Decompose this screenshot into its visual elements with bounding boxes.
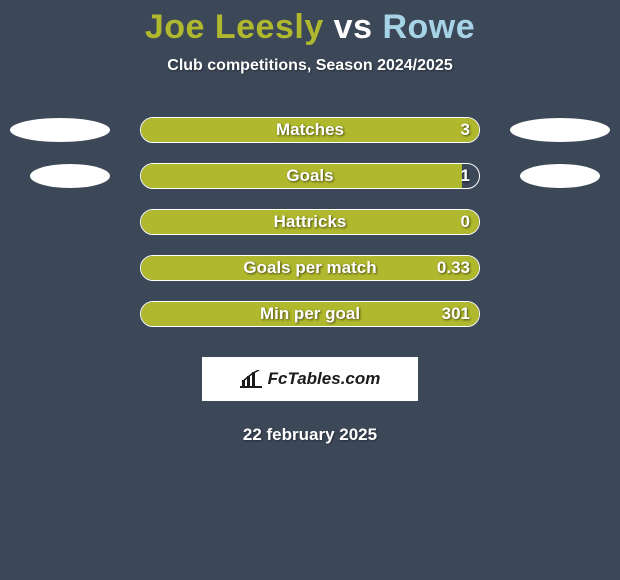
stat-value: 1 — [461, 163, 470, 189]
stat-bar-fill — [141, 164, 462, 188]
brand-box: FcTables.com — [202, 357, 418, 401]
bar-chart-icon — [240, 370, 262, 388]
stat-value: 301 — [442, 301, 470, 327]
stat-row: Goals1 — [0, 163, 620, 189]
stat-bar-fill — [141, 256, 479, 280]
stat-value: 0.33 — [437, 255, 470, 281]
stat-bar-fill — [141, 118, 479, 142]
side-ellipse-right — [520, 164, 600, 188]
stat-bar-fill — [141, 302, 479, 326]
stat-row: Matches3 — [0, 117, 620, 143]
stat-bar-fill — [141, 210, 479, 234]
stat-bar-track — [140, 301, 480, 327]
stat-bar-track — [140, 117, 480, 143]
side-ellipse-left — [10, 118, 110, 142]
page-title: Joe Leesly vs Rowe — [0, 0, 620, 47]
stat-rows: Matches3 Goals1 Hattricks0 Goals per match0… — [0, 117, 620, 327]
side-ellipse-right — [510, 118, 610, 142]
brand-text: FcTables.com — [268, 369, 381, 389]
date-text: 22 february 2025 — [0, 425, 620, 445]
subtitle: Club competitions, Season 2024/2025 — [0, 57, 620, 75]
stat-row: Hattricks0 — [0, 209, 620, 235]
title-vs: vs — [324, 8, 383, 46]
stat-row: Goals per match0.33 — [0, 255, 620, 281]
stat-bar-track — [140, 163, 480, 189]
stat-bar-track — [140, 209, 480, 235]
stat-bar-track — [140, 255, 480, 281]
title-player2: Rowe — [382, 8, 475, 46]
stat-value: 0 — [461, 209, 470, 235]
stat-row: Min per goal301 — [0, 301, 620, 327]
title-player1: Joe Leesly — [145, 8, 324, 46]
side-ellipse-left — [30, 164, 110, 188]
stat-value: 3 — [461, 117, 470, 143]
